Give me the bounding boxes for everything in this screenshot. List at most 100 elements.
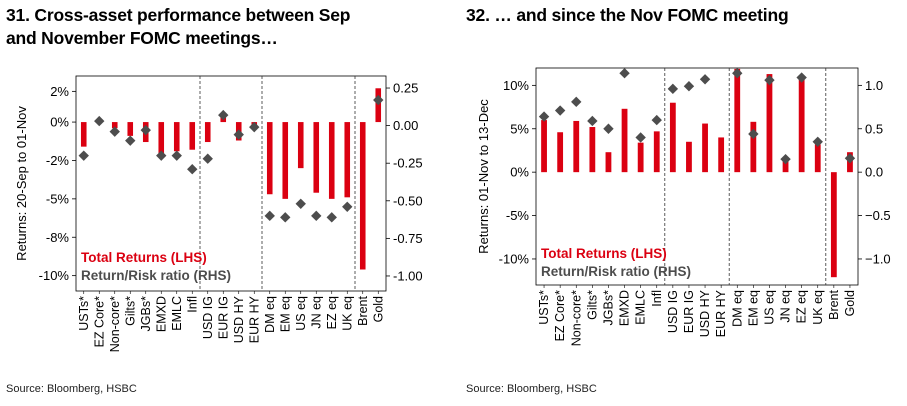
marker-infl	[187, 164, 198, 175]
category-label: USD IG	[201, 296, 215, 339]
chart-31-svg: 2% 0% -2% -5% -8% -10% 0.25 0.00 -0.25 -0.50 -0.75…	[14, 75, 423, 352]
marker-emxd	[619, 68, 630, 79]
marker-usd-ig	[667, 83, 679, 95]
marker-jn-eq	[311, 210, 322, 222]
marker-jgbs-	[603, 123, 614, 134]
bar-ez-core-	[557, 132, 564, 173]
bar-usd-ig	[669, 102, 676, 173]
marker-usts-	[78, 150, 89, 161]
marker-gilts-	[125, 135, 136, 146]
marker-uk-eq	[812, 136, 823, 147]
marker-usts-	[538, 111, 550, 122]
chart-title-31-line-1: 31. Cross-asset performance between Sep	[6, 5, 351, 25]
left-tick-label: -2%	[46, 153, 70, 168]
bar-jn-eq	[782, 160, 789, 173]
right-tick-label: 0.0	[865, 165, 883, 180]
marker-dm-eq	[264, 210, 275, 222]
bar-gilts-	[127, 122, 134, 136]
bar-emxd	[158, 122, 165, 156]
bar-dm-eq	[266, 122, 273, 195]
legend-total-returns: Total Returns (LHS)	[81, 250, 207, 265]
category-label: EMXD	[154, 296, 168, 332]
bar-infl	[189, 122, 196, 150]
bar-em-eq	[750, 121, 757, 173]
left-tick-label: -5%	[46, 191, 70, 206]
category-label: EUR HY	[714, 289, 728, 337]
marker-em-eq	[748, 128, 759, 140]
marker-dm-eq	[732, 68, 743, 79]
category-label: Gilts*	[585, 290, 599, 320]
marker-eur-ig	[683, 81, 695, 92]
category-label: EM eq	[278, 296, 292, 332]
right-tick-label: -0.50	[393, 193, 423, 208]
right-tick-label: 1.0	[865, 78, 883, 93]
bar-usd-hy	[702, 123, 708, 173]
category-label: EUR IG	[216, 296, 230, 339]
category-label: Infl	[650, 290, 664, 307]
bar-us-eq	[297, 122, 304, 169]
category-label: EMLC	[634, 290, 648, 325]
category-label: Gold	[371, 296, 385, 322]
left-tick-label: -8%	[46, 230, 70, 245]
right-tick-label: -1.00	[393, 268, 423, 283]
bar-non-core-	[111, 122, 118, 129]
category-label: Brent	[827, 289, 841, 319]
right-tick-label: -0.25	[393, 156, 423, 171]
left-tick-label: 10%	[503, 78, 529, 93]
marker-emxd	[156, 150, 167, 161]
marker-us-eq	[764, 74, 775, 86]
category-label: USTs*	[77, 296, 91, 331]
chart-title-32-line-1: 32. … and since the Nov FOMC meeting	[466, 5, 789, 25]
bar-usts-	[80, 122, 87, 147]
chart-32-svg: 10% 5% 0% -5% -10% 1.0 0.5 0.0 −0.5 −1.0 USTs* EZ C…	[476, 67, 891, 346]
category-label: JN eq	[779, 290, 793, 323]
bar-jn-eq	[313, 122, 320, 193]
bar-uk-eq	[344, 122, 351, 198]
chart-title-32: 32. … and since the Nov FOMC meeting	[466, 4, 789, 27]
bar-ez-eq	[328, 122, 335, 199]
category-label: US eq	[762, 290, 776, 325]
bar-emlc	[637, 142, 644, 173]
chart-title-31-line-2: and November FOMC meetings…	[6, 28, 278, 48]
category-label: USTs*	[537, 290, 551, 325]
marker-ez-eq	[326, 212, 337, 223]
marker-ez-core-	[554, 105, 566, 116]
bar-eur-hy	[718, 137, 725, 173]
marker-gold	[844, 153, 856, 164]
left-tick-label: -5%	[506, 208, 530, 223]
category-label: UK eq	[811, 290, 825, 325]
category-label: EUR IG	[682, 290, 696, 333]
category-label: Gilts*	[123, 296, 137, 326]
marker-us-eq	[295, 198, 306, 209]
chart-source-32: Source: Bloomberg, HSBC	[466, 383, 597, 395]
left-tick-label: -10%	[499, 251, 530, 266]
bar-ez-eq	[798, 77, 805, 173]
right-tick-label: 0.5	[865, 121, 883, 136]
right-tick-label: 0.25	[393, 81, 418, 96]
marker-infl	[651, 114, 662, 126]
category-label: USD HY	[698, 289, 712, 337]
marker-jn-eq	[780, 153, 791, 165]
y-axis-label: Returns: 01-Nov to 13-Dec	[476, 99, 491, 254]
marker-gold	[373, 94, 384, 106]
category-label: USD HY	[232, 295, 246, 343]
right-tick-label: 0.00	[393, 118, 418, 133]
category-label: USD IG	[666, 290, 680, 333]
bar-brent	[359, 122, 366, 270]
right-tick-label: −1.0	[865, 251, 891, 266]
chart-panel-31: 31. Cross-asset performance between Sep …	[6, 5, 423, 395]
category-label: EZ eq	[325, 296, 339, 329]
bar-infl	[653, 131, 660, 173]
marker-usd-hy	[699, 74, 711, 85]
bar-us-eq	[766, 74, 773, 173]
left-tick-label: 5%	[510, 121, 529, 136]
legend-total-returns: Total Returns (LHS)	[541, 246, 667, 261]
category-label: Non-core*	[569, 290, 583, 346]
right-tick-label: -0.75	[393, 231, 423, 246]
left-tick-label: 2%	[50, 84, 69, 99]
marker-gilts-	[587, 115, 598, 127]
marker-uk-eq	[342, 201, 353, 213]
chart-source-31: Source: Bloomberg, HSBC	[6, 383, 137, 395]
chart-panel-32: 32. … and since the Nov FOMC meeting 10%…	[460, 0, 907, 406]
category-label: Infl	[185, 296, 199, 313]
